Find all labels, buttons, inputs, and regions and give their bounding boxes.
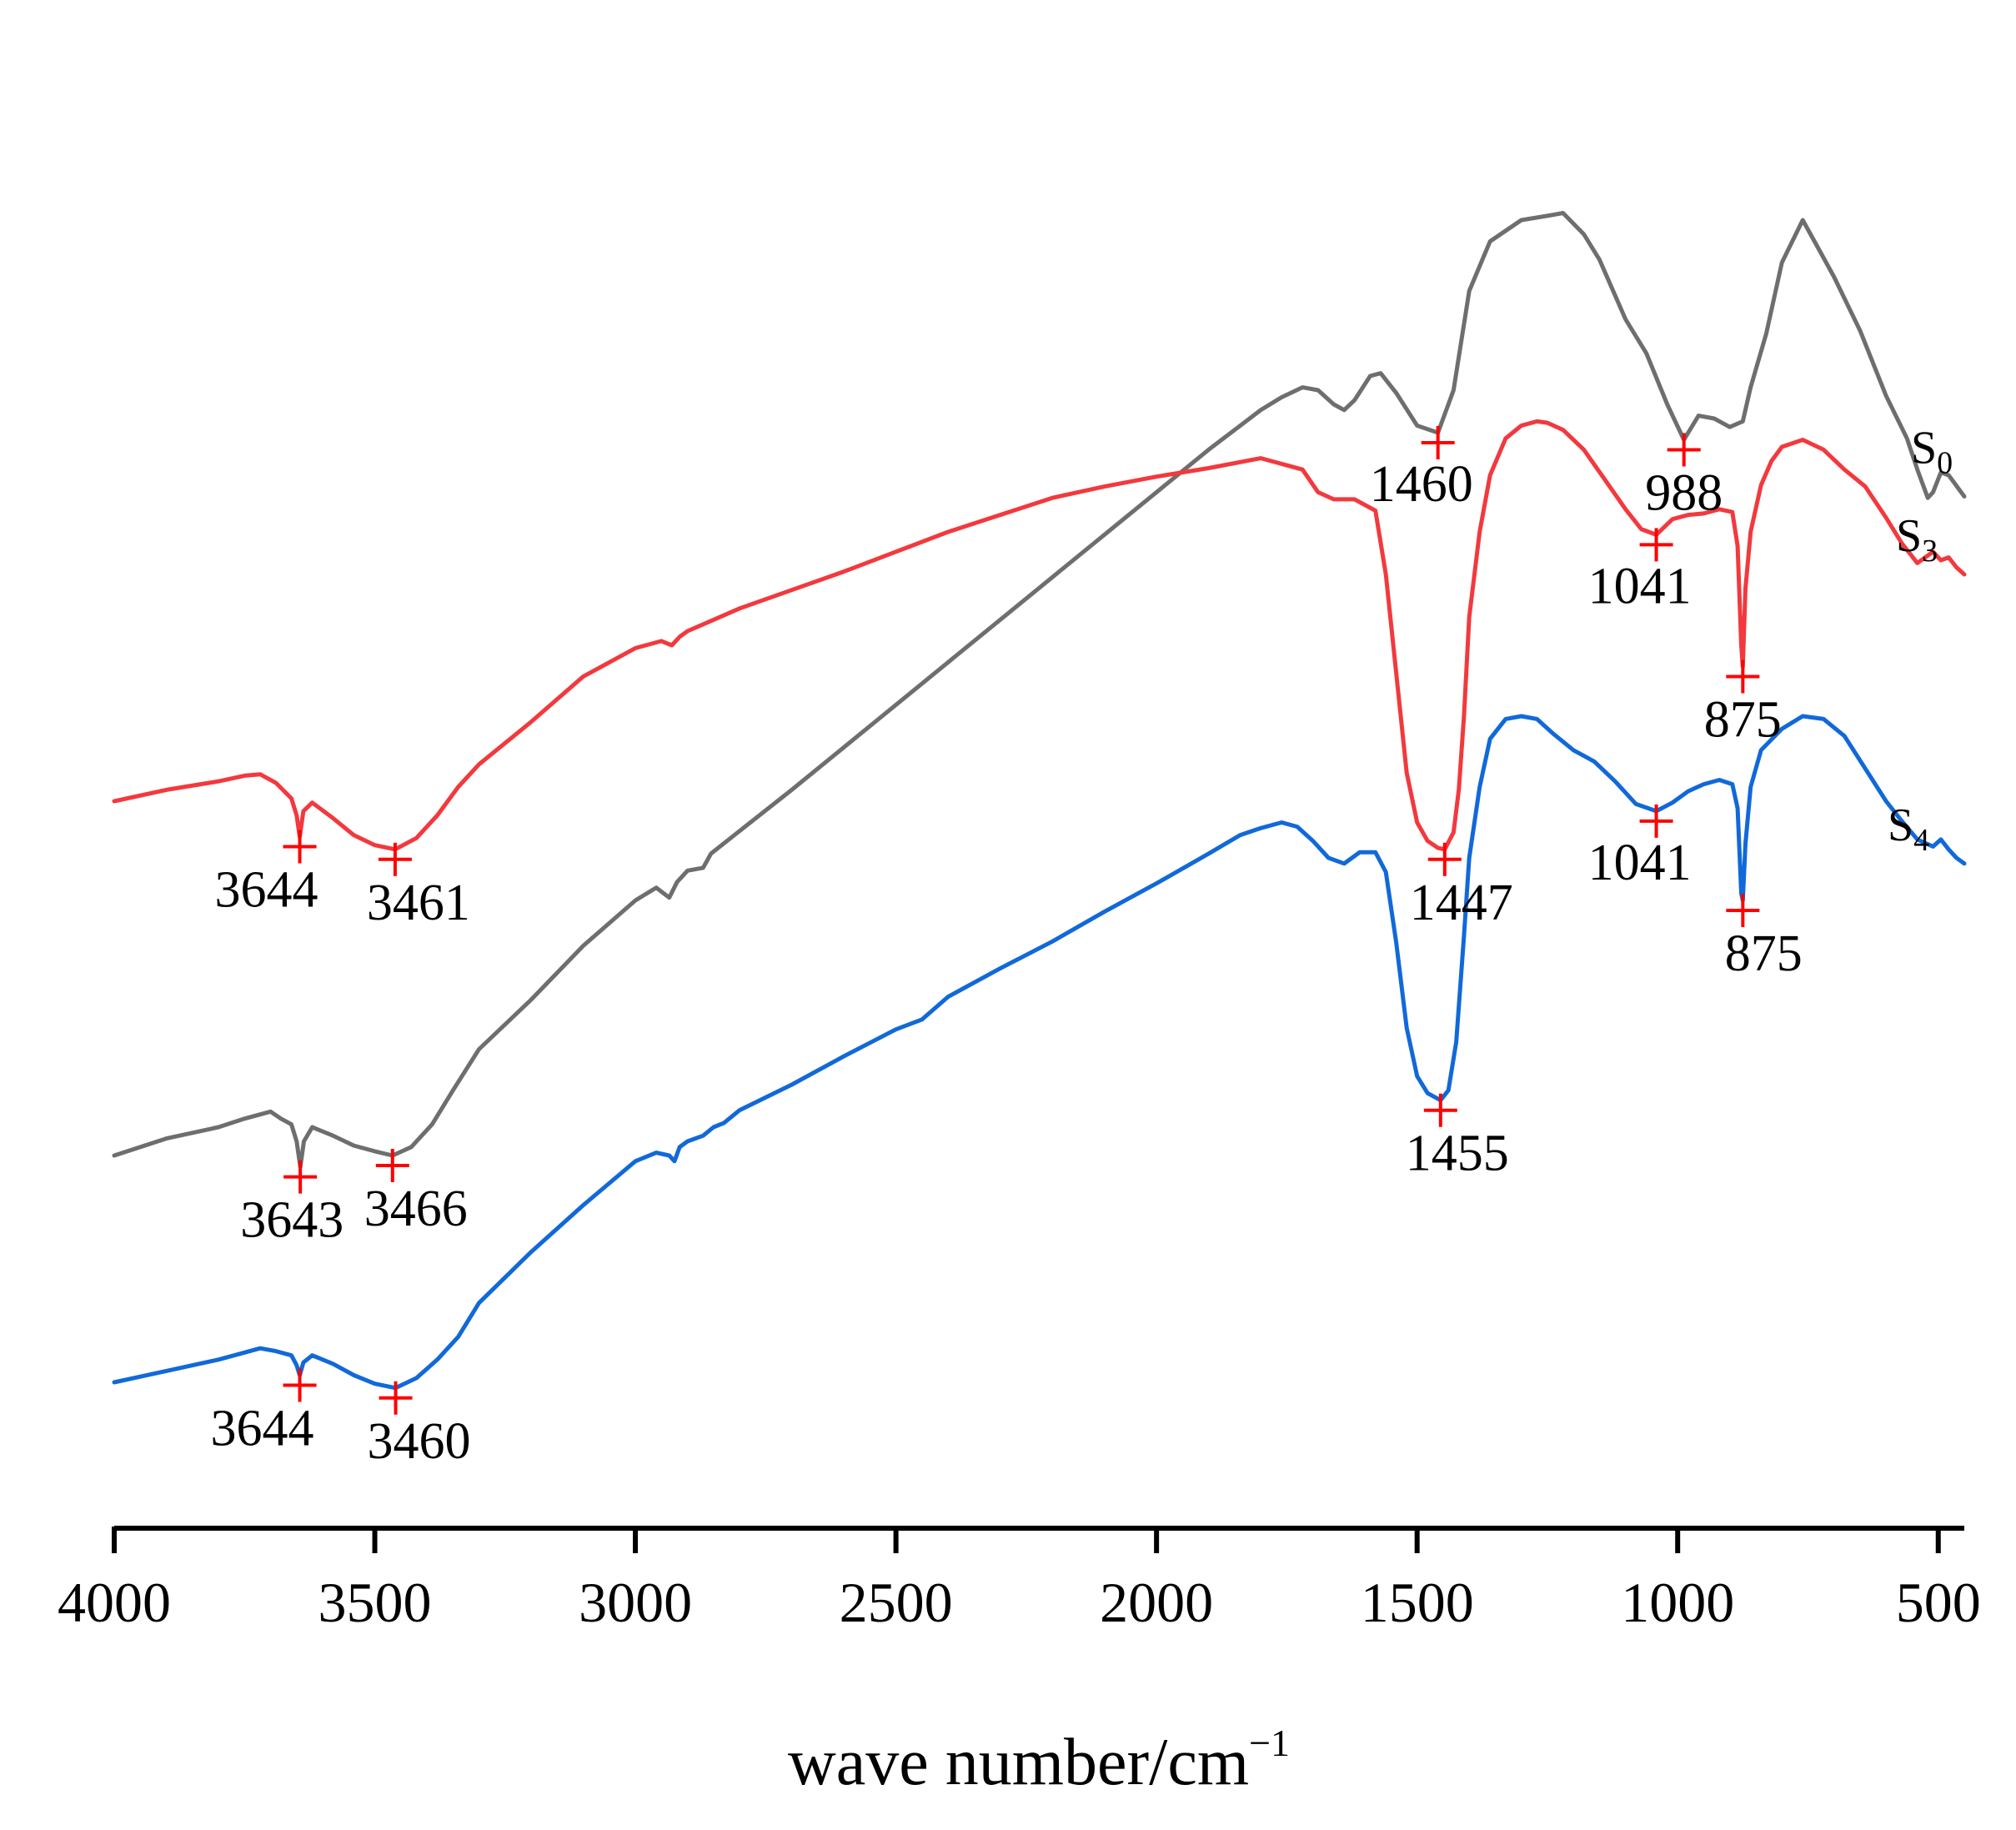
peak-label-s0-988: 988 (1645, 465, 1723, 522)
series-line-s0 (112, 211, 1967, 1170)
peak-marker-s0-1460: 1460 (1370, 426, 1473, 513)
peak-marker-s3-875: 875 (1704, 659, 1782, 749)
peak-label-s3-1041: 1041 (1588, 558, 1692, 614)
x-axis-ticks: 4000 3500 3000 2500 2000 1500 1000 500 (58, 1527, 1981, 1634)
peak-label-s4-3644: 3644 (211, 1401, 314, 1457)
peak-marker-s3-1041: 1041 (1588, 528, 1692, 614)
peak-marker-s4-3644: 3644 (211, 1368, 317, 1457)
series-label-s0: S0 (1911, 423, 1953, 481)
peak-label-s4-1041: 1041 (1588, 835, 1692, 891)
peak-label-s0-3466: 3466 (364, 1181, 468, 1237)
peak-marker-s3-1447: 1447 (1410, 842, 1513, 931)
x-tick-label-3000: 3000 (579, 1571, 692, 1634)
x-tick-label-1500: 1500 (1361, 1571, 1474, 1634)
peak-marker-s3-3461: 3461 (367, 842, 470, 931)
peak-label-s3-3461: 3461 (367, 875, 470, 931)
peak-label-s4-3460: 3460 (368, 1413, 471, 1470)
series-label-s4: S4 (1888, 800, 1929, 858)
peak-label-s0-1460: 1460 (1370, 456, 1473, 513)
series-line-s3 (112, 419, 1967, 852)
peak-label-s4-1455: 1455 (1406, 1126, 1509, 1182)
x-tick-label-500: 500 (1896, 1571, 1981, 1634)
peak-marker-s3-3644: 3644 (215, 830, 318, 919)
x-tick-label-2500: 2500 (840, 1571, 953, 1634)
peak-label-s3-3644: 3644 (215, 862, 318, 919)
peak-label-s3-1447: 1447 (1410, 875, 1513, 931)
x-tick-label-3500: 3500 (318, 1571, 432, 1634)
peak-label-s0-3643: 3643 (240, 1192, 344, 1249)
series-line-s4 (112, 714, 1967, 1391)
x-tick-label-1000: 1000 (1621, 1571, 1734, 1634)
peak-marker-s4-1455: 1455 (1406, 1093, 1509, 1182)
x-axis-title: wave number/cm−1 (788, 1722, 1290, 1799)
peak-label-s3-875: 875 (1704, 692, 1782, 749)
series-layer (112, 211, 1967, 1391)
peak-marker-s0-3466: 3466 (364, 1149, 468, 1237)
series-labels: S0 S3 S4 (1888, 423, 1953, 858)
peak-label-s4-875: 875 (1725, 925, 1803, 982)
peak-marker-s4-1041: 1041 (1588, 804, 1692, 891)
peak-marker-s4-3460: 3460 (368, 1381, 471, 1470)
x-tick-label-2000: 2000 (1100, 1571, 1213, 1634)
series-label-s3: S3 (1896, 510, 1938, 569)
peak-marker-s0-3643: 3643 (240, 1160, 344, 1249)
x-tick-label-4000: 4000 (58, 1571, 171, 1634)
peak-marker-s4-875: 875 (1725, 894, 1803, 982)
peak-annotations: 3643 3466 1460 988 3644 3461 1447 1041 875 3644 34… (211, 426, 1803, 1470)
peak-marker-s0-988: 988 (1645, 433, 1723, 522)
